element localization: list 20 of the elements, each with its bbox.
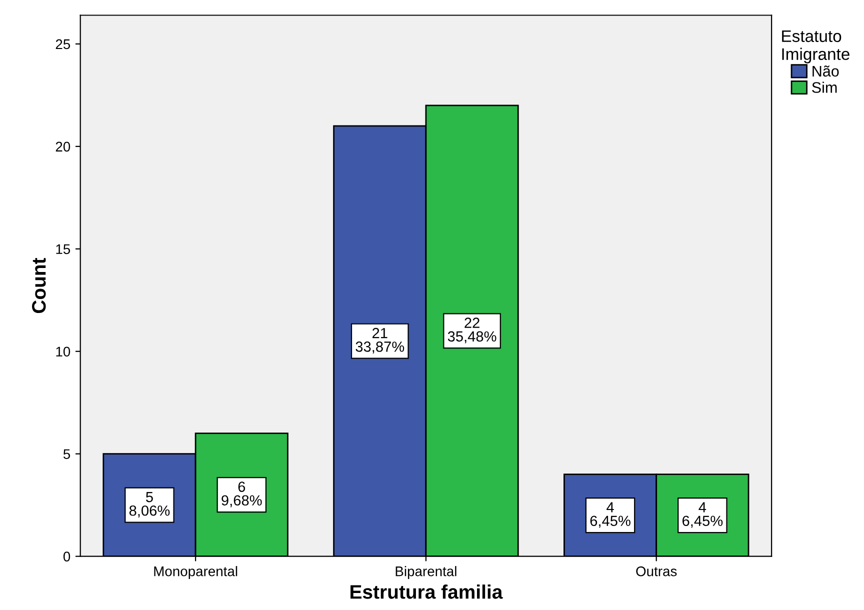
y-tick-label: 0 <box>63 552 70 562</box>
data-label: 4 6,45% <box>682 502 723 528</box>
data-label: 5 8,06% <box>129 492 170 518</box>
data-label: 4 6,45% <box>590 502 630 528</box>
x-tick-label: Biparental <box>396 566 456 579</box>
x-tick-label: Outras <box>636 566 677 576</box>
x-tick-label: Monoparental <box>154 566 238 579</box>
legend-label: Sim <box>812 82 837 93</box>
y-tick-label: 15 <box>56 244 70 254</box>
data-label: 6 9,68% <box>222 482 262 508</box>
legend-title: Estatuto Imigrante <box>782 30 850 64</box>
legend-label: Não <box>812 65 839 77</box>
y-tick-label: 5 <box>63 449 70 460</box>
y-axis-title: Count <box>32 258 46 314</box>
data-label: 22 35,48% <box>448 318 496 344</box>
y-tick-label: 10 <box>56 346 70 357</box>
x-axis-title: Estrutura familia <box>350 584 503 599</box>
y-tick-label: 20 <box>56 142 70 152</box>
y-tick-label: 25 <box>56 39 70 50</box>
data-label: 21 33,87% <box>356 328 404 354</box>
